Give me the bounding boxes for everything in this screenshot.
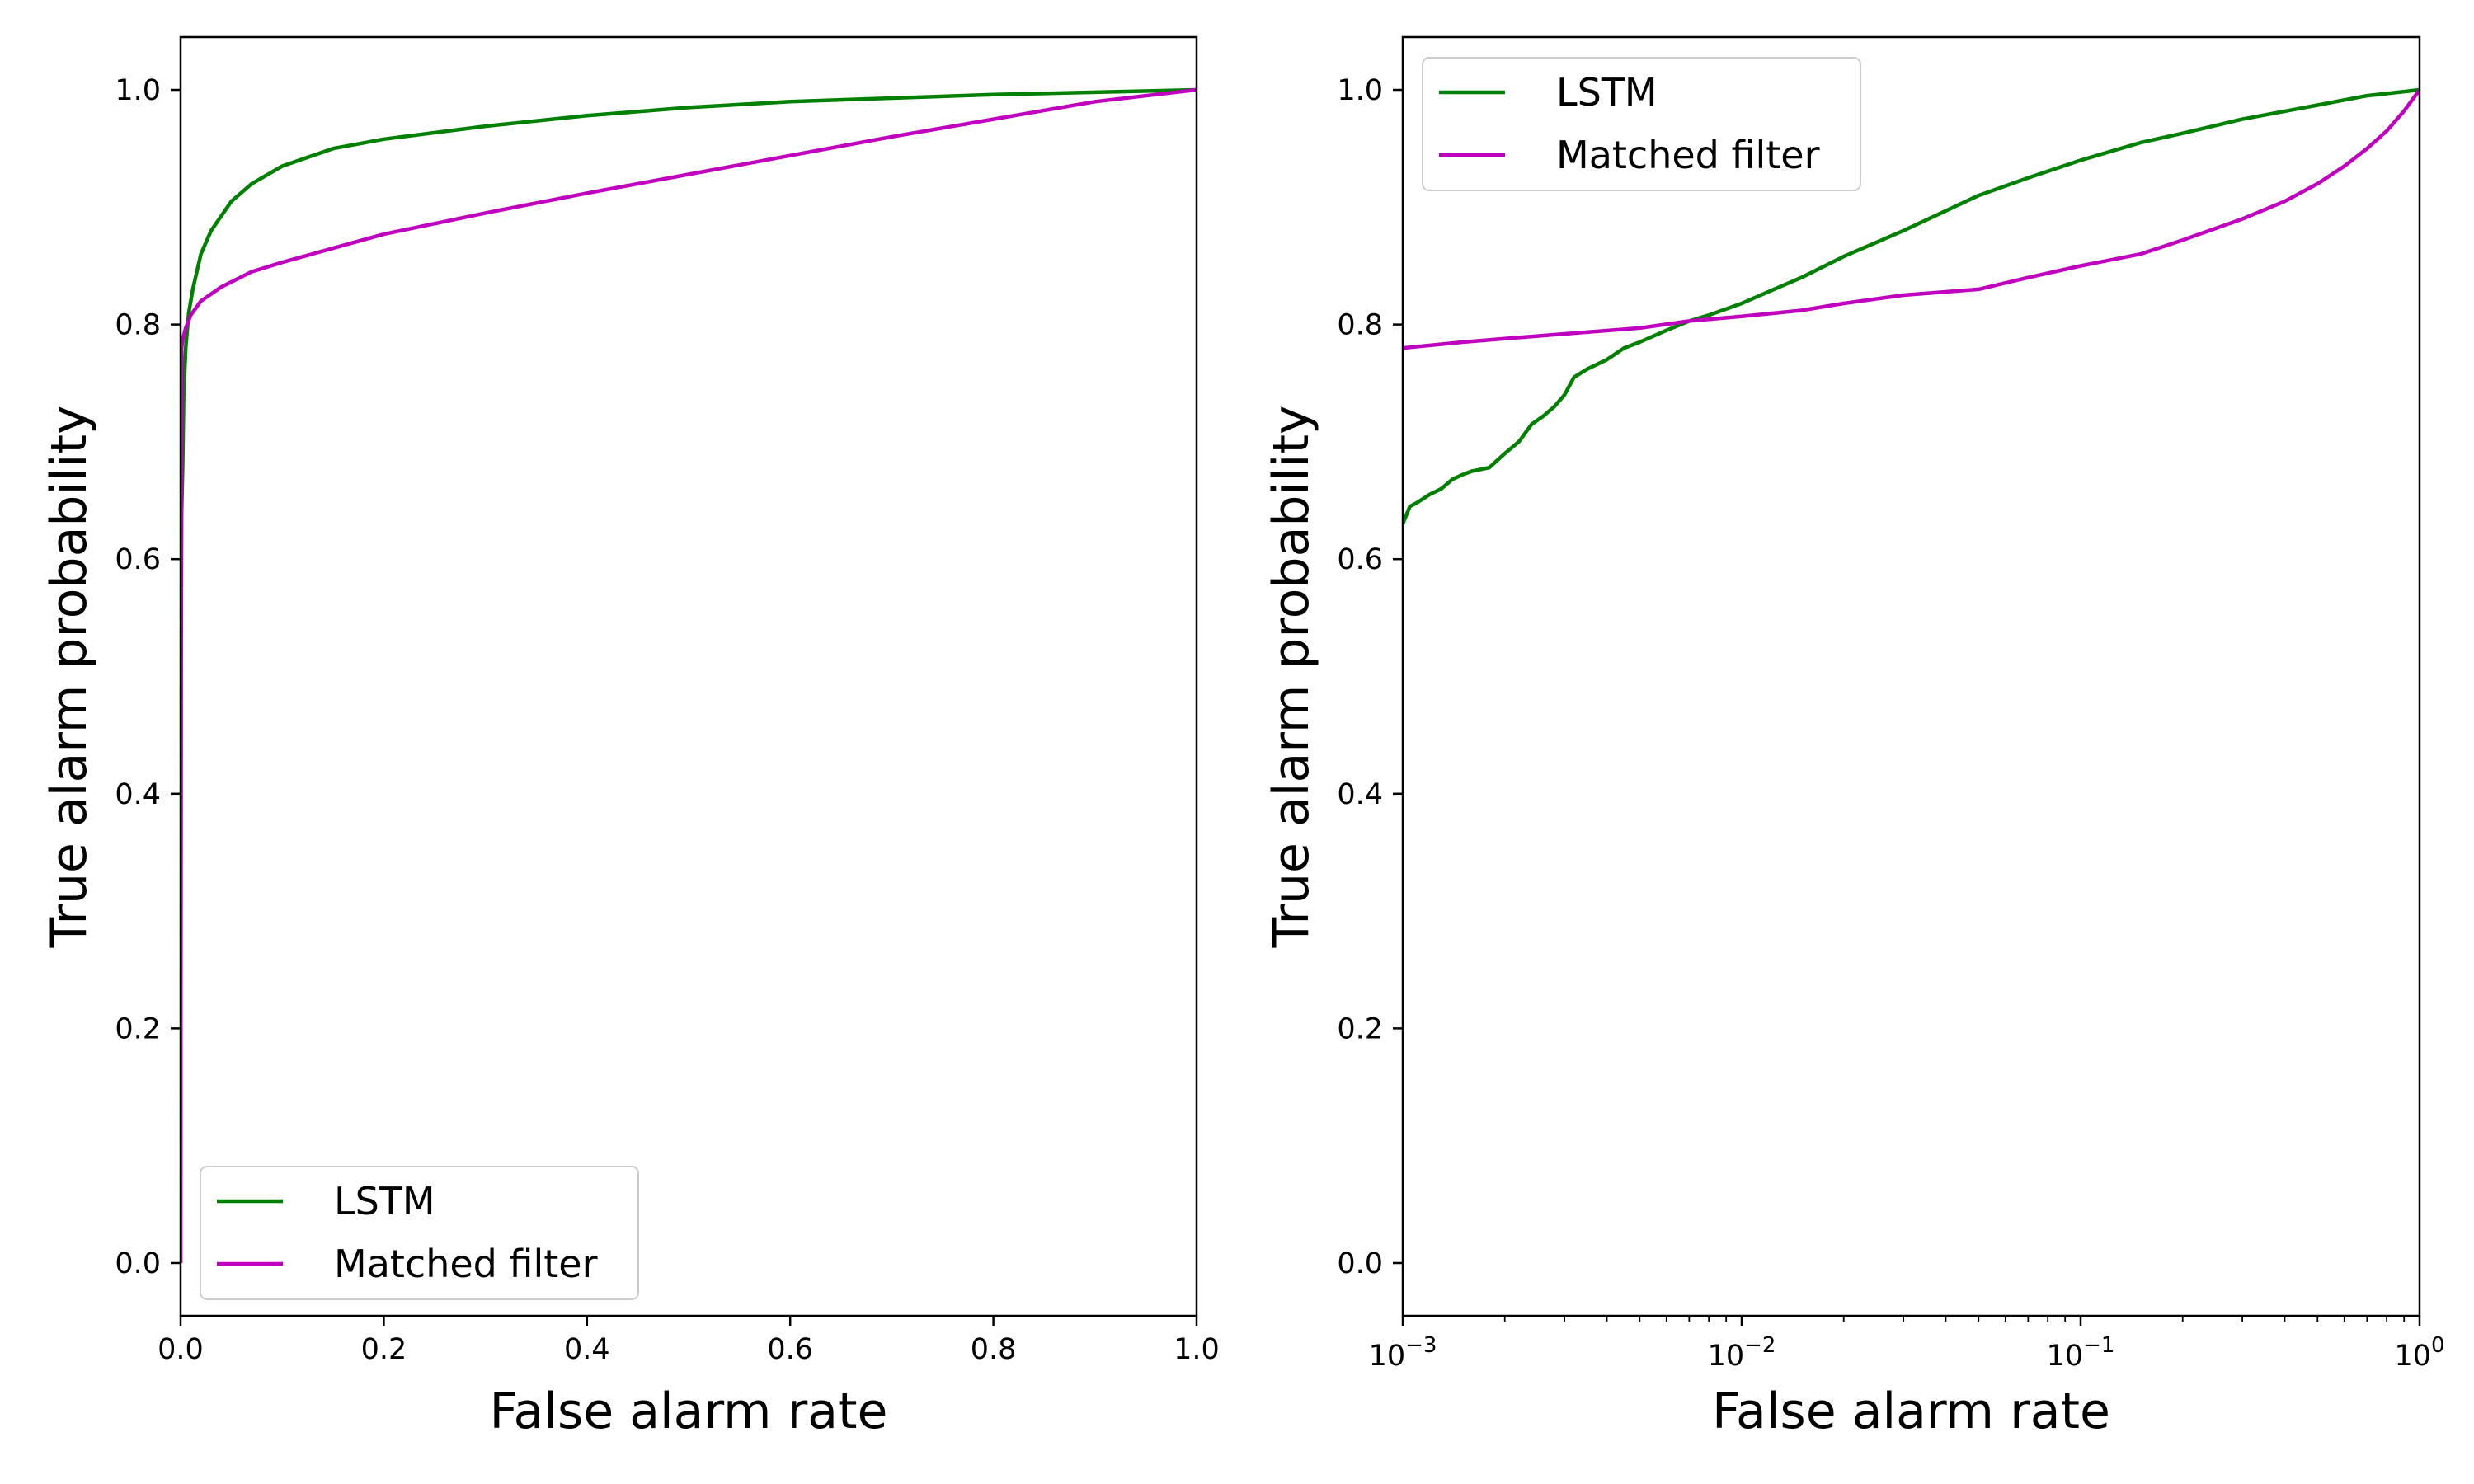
- series-line-lstm: [181, 87, 1197, 1264]
- legend: LSTM Matched filter: [200, 1166, 639, 1300]
- legend-label: Matched filter: [1556, 133, 1820, 177]
- legend-box: [200, 1166, 639, 1300]
- legend-label: LSTM: [334, 1179, 435, 1223]
- x-tick-label: 0.0: [158, 1333, 204, 1366]
- y-tick-label: 0.4: [115, 778, 161, 811]
- x-tick-label: 0.4: [564, 1333, 610, 1366]
- plot-frame: [179, 35, 1198, 1317]
- series-line-matched-filter: [181, 87, 1197, 1264]
- y-tick-label: 0.0: [1337, 1247, 1383, 1280]
- series-line-lstm: [1403, 87, 2420, 525]
- x-axis-title: False alarm rate: [490, 1383, 888, 1440]
- y-tick-label: 0.6: [115, 543, 161, 576]
- x-tick-label: 0.2: [361, 1333, 407, 1366]
- y-tick-label: 0.6: [1337, 543, 1383, 576]
- y-axis-title: True alarm probability: [1263, 406, 1320, 949]
- y-tick-label: 1.0: [115, 74, 161, 107]
- x-tick-label: 10−3: [1369, 1333, 1437, 1373]
- legend: LSTM Matched filter: [1422, 57, 1861, 191]
- legend-label: LSTM: [1556, 70, 1658, 115]
- x-tick-label: 1.0: [1174, 1333, 1220, 1366]
- y-tick-label: 0.4: [1337, 778, 1383, 811]
- series-line-matched-filter: [1403, 88, 2420, 350]
- y-tick-label: 0.8: [1337, 309, 1383, 342]
- y-tick-label: 0.2: [115, 1012, 161, 1045]
- legend-label: Matched filter: [334, 1242, 598, 1286]
- y-axis-title: True alarm probability: [40, 406, 98, 949]
- chart-panel-1: 0.0 0.2 0.4 0.6 0.8 1.0 0.0 0.2 0.4 0.6 0.8 1.0 Fals…: [40, 35, 1220, 1440]
- y-tick-label: 0.8: [115, 309, 161, 342]
- chart-panel-2: 0.0 0.2 0.4 0.6 0.8 1.0 10−3 10−2 10−1 100 False a…: [1263, 35, 2445, 1440]
- x-tick-label: 10−2: [1708, 1333, 1776, 1373]
- x-tick-label: 10−1: [2047, 1333, 2115, 1373]
- y-tick-label: 1.0: [1337, 74, 1383, 107]
- plot-frame: [1401, 35, 2421, 1317]
- x-tick-label: 100: [2394, 1333, 2444, 1373]
- x-axis-title: False alarm rate: [1712, 1383, 2110, 1440]
- y-tick-label: 0.2: [1337, 1012, 1383, 1045]
- x-tick-label: 0.6: [767, 1333, 813, 1366]
- y-tick-label: 0.0: [115, 1247, 161, 1280]
- x-tick-label: 0.8: [971, 1333, 1017, 1366]
- legend-box: [1422, 57, 1861, 191]
